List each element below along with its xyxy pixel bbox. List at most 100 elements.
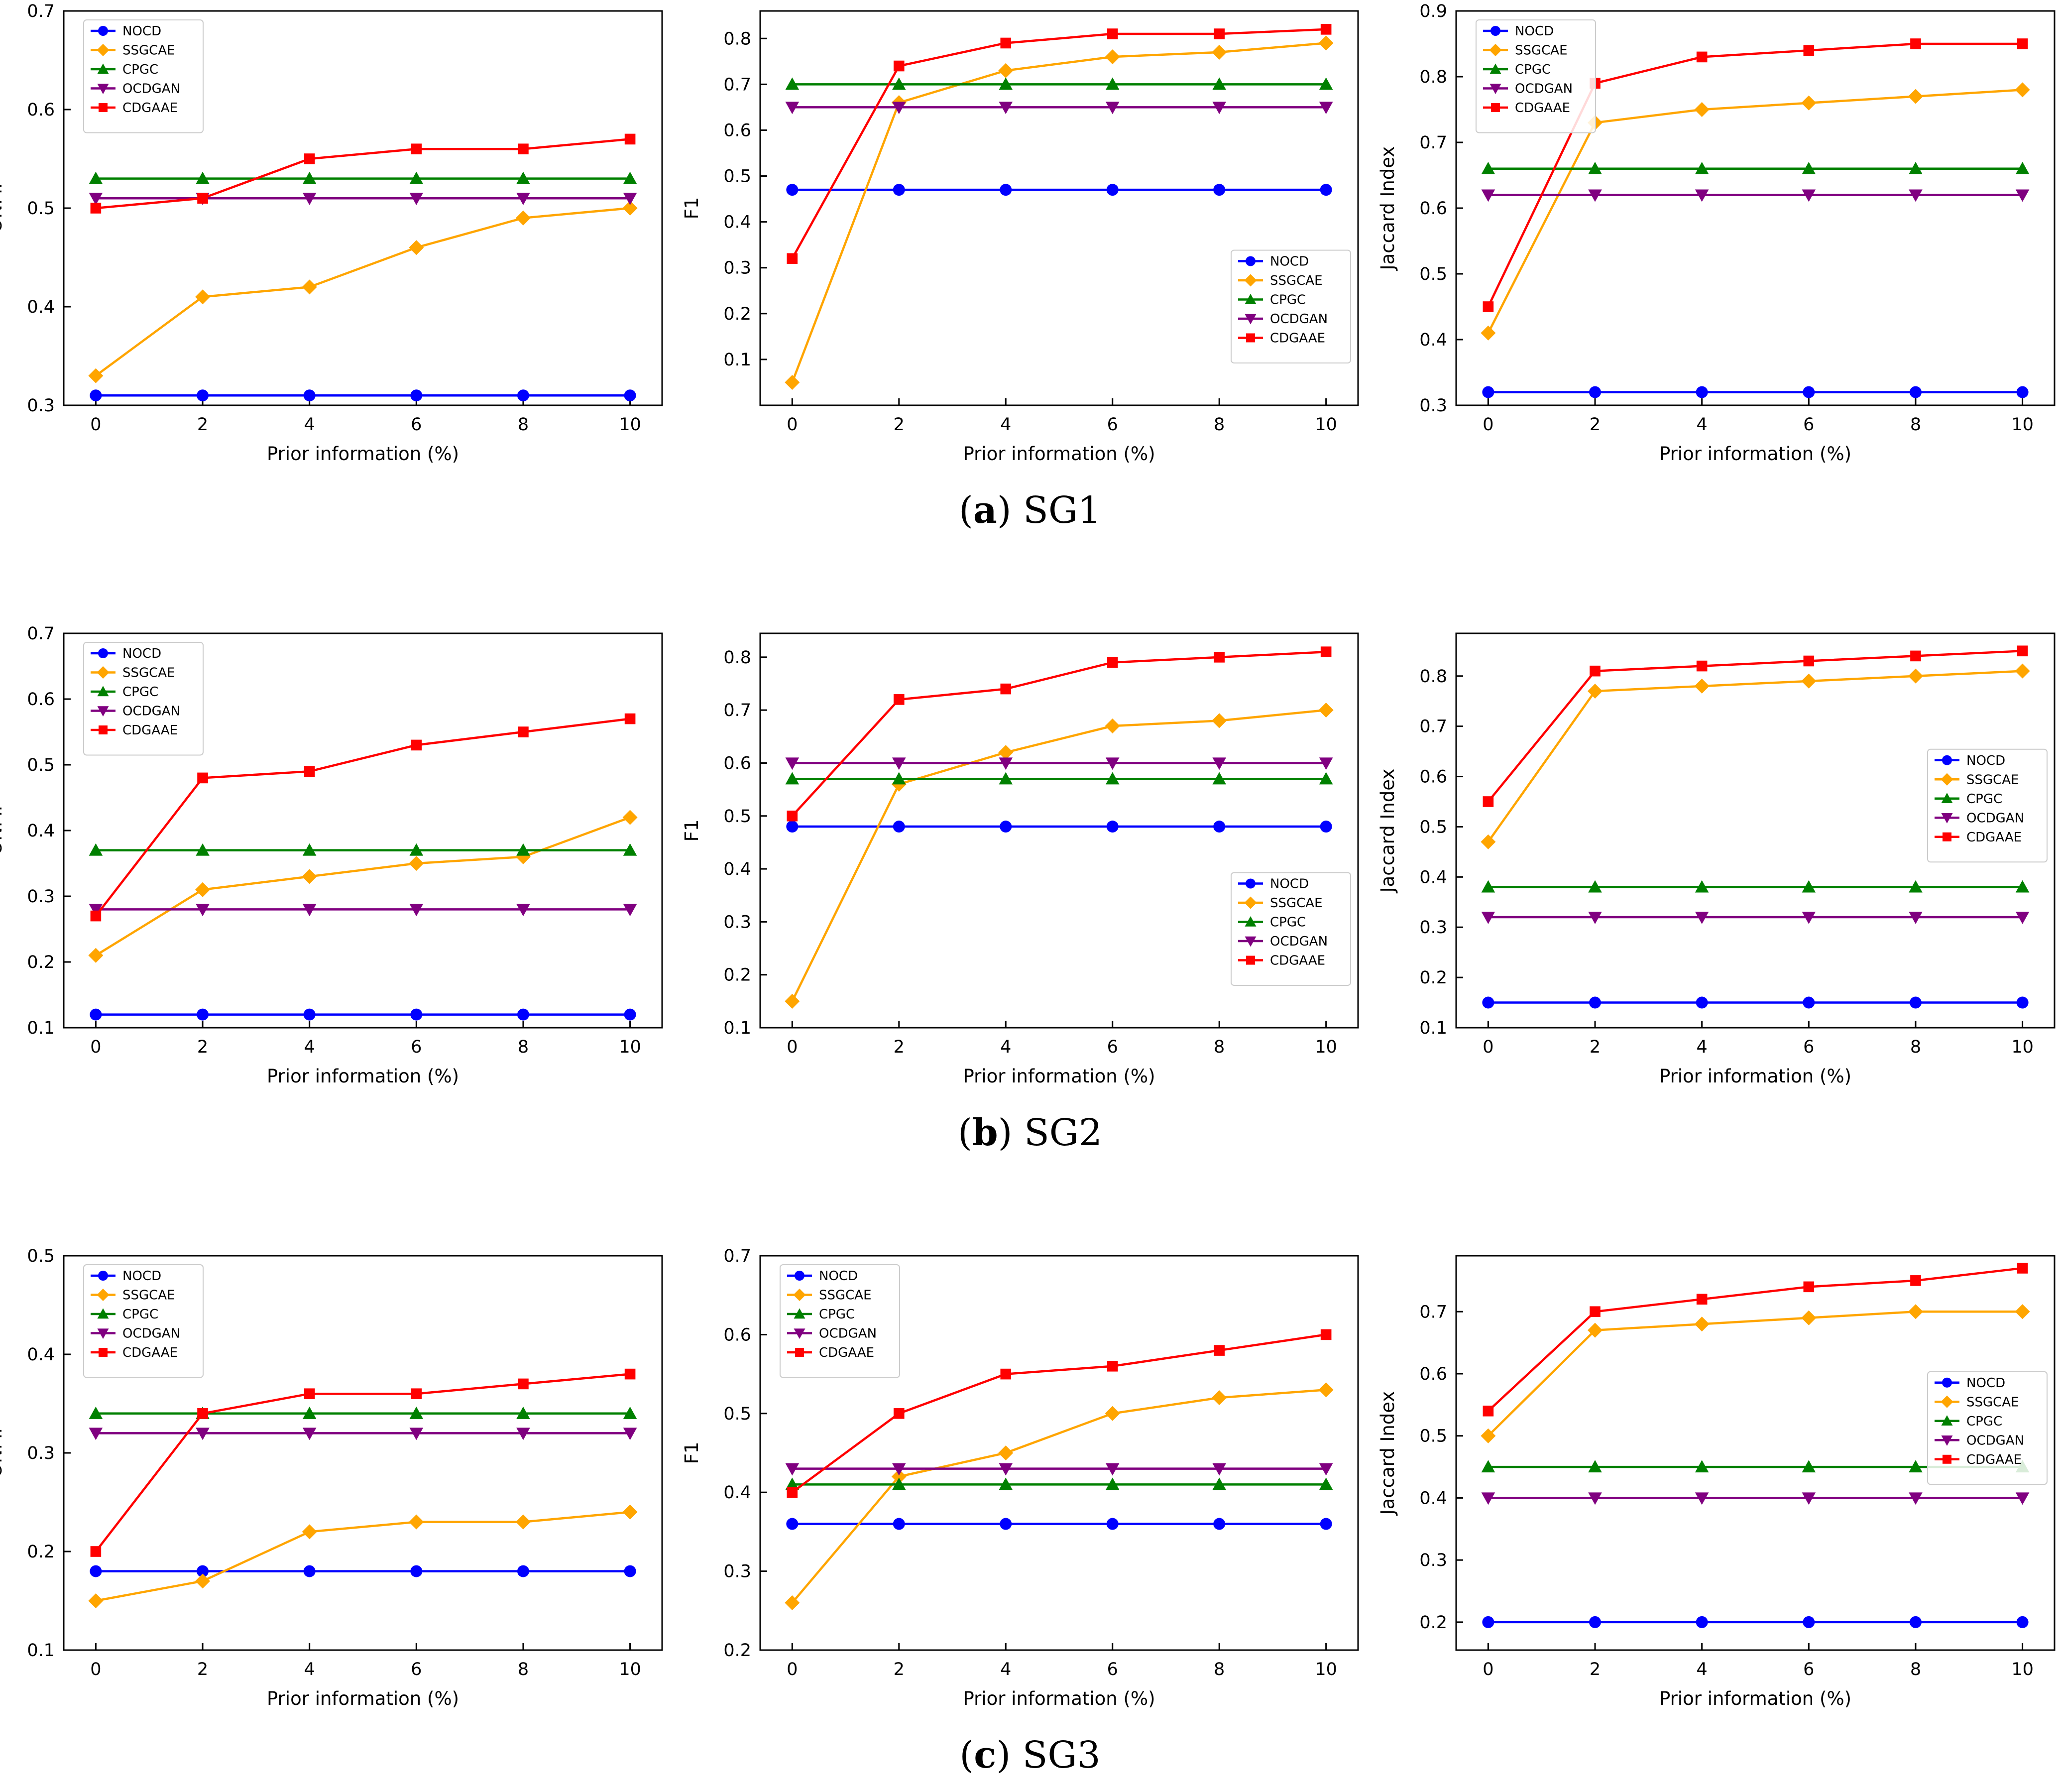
legend-marker bbox=[795, 1271, 804, 1281]
x-tick-label: 0 bbox=[1483, 1660, 1493, 1679]
x-tick-label: 8 bbox=[518, 1037, 529, 1057]
point-nocd bbox=[1320, 184, 1332, 196]
legend-label: NOCD bbox=[1966, 753, 2005, 768]
line-cdgaae bbox=[792, 1333, 1326, 1494]
legend-label: CPGC bbox=[1966, 1414, 2002, 1429]
point-cpgc bbox=[1105, 77, 1120, 90]
point-cdgaae bbox=[787, 810, 798, 822]
series-nocd bbox=[1482, 386, 2029, 398]
caption-sg2: (b) SG2 bbox=[958, 1111, 1102, 1154]
point-cpgc bbox=[1588, 162, 1602, 174]
chart-sg3-jaccard-index: 0 2 4 6 8 10 0.2 0.3 0.4 0.5 0.6 0.7 Prior informati… bbox=[1377, 1255, 2056, 1709]
x-tick-label: 2 bbox=[1590, 415, 1601, 435]
point-cpgc bbox=[516, 171, 530, 184]
x-tick-label: 8 bbox=[1214, 415, 1225, 435]
legend-label: OCDGAN bbox=[1270, 934, 1328, 949]
point-nocd bbox=[303, 1008, 316, 1021]
x-tick-label: 10 bbox=[1315, 1037, 1337, 1057]
point-cpgc bbox=[516, 1407, 530, 1419]
point-ocdgan bbox=[1319, 1463, 1333, 1476]
series-nocd bbox=[90, 1565, 636, 1577]
x-axis-label: Prior information (%) bbox=[267, 443, 459, 465]
chart-sg3-f1: 0 2 4 6 8 10 0.2 0.3 0.4 0.5 0.6 0.7 Prior informati… bbox=[681, 1246, 1359, 1709]
x-tick-label: 6 bbox=[1107, 1037, 1118, 1057]
legend-marker bbox=[1943, 1454, 1951, 1464]
x-tick-label: 10 bbox=[619, 415, 641, 435]
line-cdgaae bbox=[96, 138, 630, 210]
point-ocdgan bbox=[516, 904, 530, 917]
point-nocd bbox=[1482, 1616, 1494, 1628]
x-tick-label: 8 bbox=[518, 415, 529, 435]
y-tick-label: 0.8 bbox=[723, 29, 751, 49]
chart-sg2-jaccard-index: 0 2 4 6 8 10 0.1 0.2 0.3 0.4 0.5 0.6 0.7 0.8 Prior inf… bbox=[1377, 632, 2056, 1087]
legend-label: OCDGAN bbox=[1515, 82, 1573, 97]
legend-marker bbox=[1244, 274, 1257, 287]
legend-marker bbox=[1245, 314, 1257, 325]
legend-label: OCDGAN bbox=[1966, 811, 2024, 826]
legend-marker bbox=[1246, 956, 1255, 965]
point-nocd bbox=[1589, 1616, 1602, 1628]
point-nocd bbox=[1000, 821, 1012, 833]
point-cpgc bbox=[516, 843, 530, 856]
point-cpgc bbox=[1802, 162, 1816, 174]
legend-marker bbox=[99, 103, 108, 112]
y-axis-label: ONMI bbox=[0, 806, 6, 855]
point-ssgcae bbox=[88, 948, 104, 963]
point-nocd bbox=[410, 389, 423, 402]
y-tick-label: 0.8 bbox=[723, 648, 751, 668]
legend-marker bbox=[793, 1289, 806, 1301]
point-cpgc bbox=[892, 77, 906, 90]
x-tick-label: 0 bbox=[90, 415, 101, 435]
legend-label: CPGC bbox=[122, 685, 158, 700]
series-ocdgan bbox=[785, 102, 1333, 115]
legend-marker bbox=[98, 1271, 108, 1281]
point-cpgc bbox=[302, 171, 317, 184]
legend-marker bbox=[794, 1308, 805, 1319]
point-cpgc bbox=[1695, 162, 1709, 174]
point-ssgcae bbox=[1481, 834, 1496, 849]
y-axis-label: F1 bbox=[681, 1442, 702, 1464]
y-tick-label: 0.5 bbox=[723, 1404, 751, 1424]
point-ocdgan bbox=[196, 904, 210, 917]
legend-frame bbox=[1927, 1371, 2048, 1485]
point-ssgcae bbox=[409, 856, 424, 871]
point-cdgaae bbox=[1483, 1406, 1494, 1417]
x-axis-label: Prior information (%) bbox=[963, 1688, 1155, 1709]
legend-marker bbox=[97, 686, 109, 697]
point-ssgcae bbox=[1801, 673, 1817, 689]
point-cpgc bbox=[1481, 162, 1495, 174]
point-ocdgan bbox=[999, 102, 1013, 115]
chart-sg2-onmi: 0 2 4 6 8 10 0.1 0.2 0.3 0.4 0.5 0.6 0.7 Prior inform… bbox=[0, 624, 663, 1087]
point-cdgaae bbox=[2017, 1263, 2028, 1274]
point-ocdgan bbox=[623, 193, 637, 205]
point-ssgcae bbox=[195, 289, 211, 305]
legend-marker bbox=[1489, 44, 1502, 56]
x-tick-label: 2 bbox=[197, 1037, 208, 1057]
legend-frame bbox=[1927, 748, 2048, 863]
x-tick-label: 10 bbox=[2011, 415, 2034, 435]
point-cpgc bbox=[2015, 162, 2030, 174]
point-nocd bbox=[893, 821, 905, 833]
point-nocd bbox=[1213, 184, 1226, 196]
y-tick-label: 0.3 bbox=[27, 887, 55, 907]
point-cdgaae bbox=[894, 1408, 905, 1419]
legend-marker bbox=[1941, 1395, 1953, 1408]
point-cpgc bbox=[302, 1407, 317, 1419]
legend-label: SSGCAE bbox=[1270, 896, 1323, 911]
series-cdgaae bbox=[90, 1368, 636, 1557]
y-tick-label: 0.7 bbox=[27, 624, 55, 644]
point-ssgcae bbox=[1694, 102, 1710, 117]
point-nocd bbox=[2016, 1616, 2029, 1628]
point-ssgcae bbox=[1588, 684, 1603, 699]
legend: NOCD SSGCAE CPGC OCDGAN CDGAAE bbox=[1231, 249, 1351, 363]
point-cpgc bbox=[623, 1407, 637, 1419]
point-cdgaae bbox=[2017, 645, 2028, 657]
series-ocdgan bbox=[89, 904, 637, 917]
point-ssgcae bbox=[302, 279, 317, 295]
series-cdgaae bbox=[787, 646, 1332, 822]
legend-marker bbox=[1942, 755, 1952, 765]
x-tick-label: 2 bbox=[197, 1660, 208, 1679]
x-tick-label: 2 bbox=[894, 1660, 905, 1679]
y-tick-label: 0.6 bbox=[723, 1325, 751, 1345]
legend-marker bbox=[1246, 256, 1256, 266]
